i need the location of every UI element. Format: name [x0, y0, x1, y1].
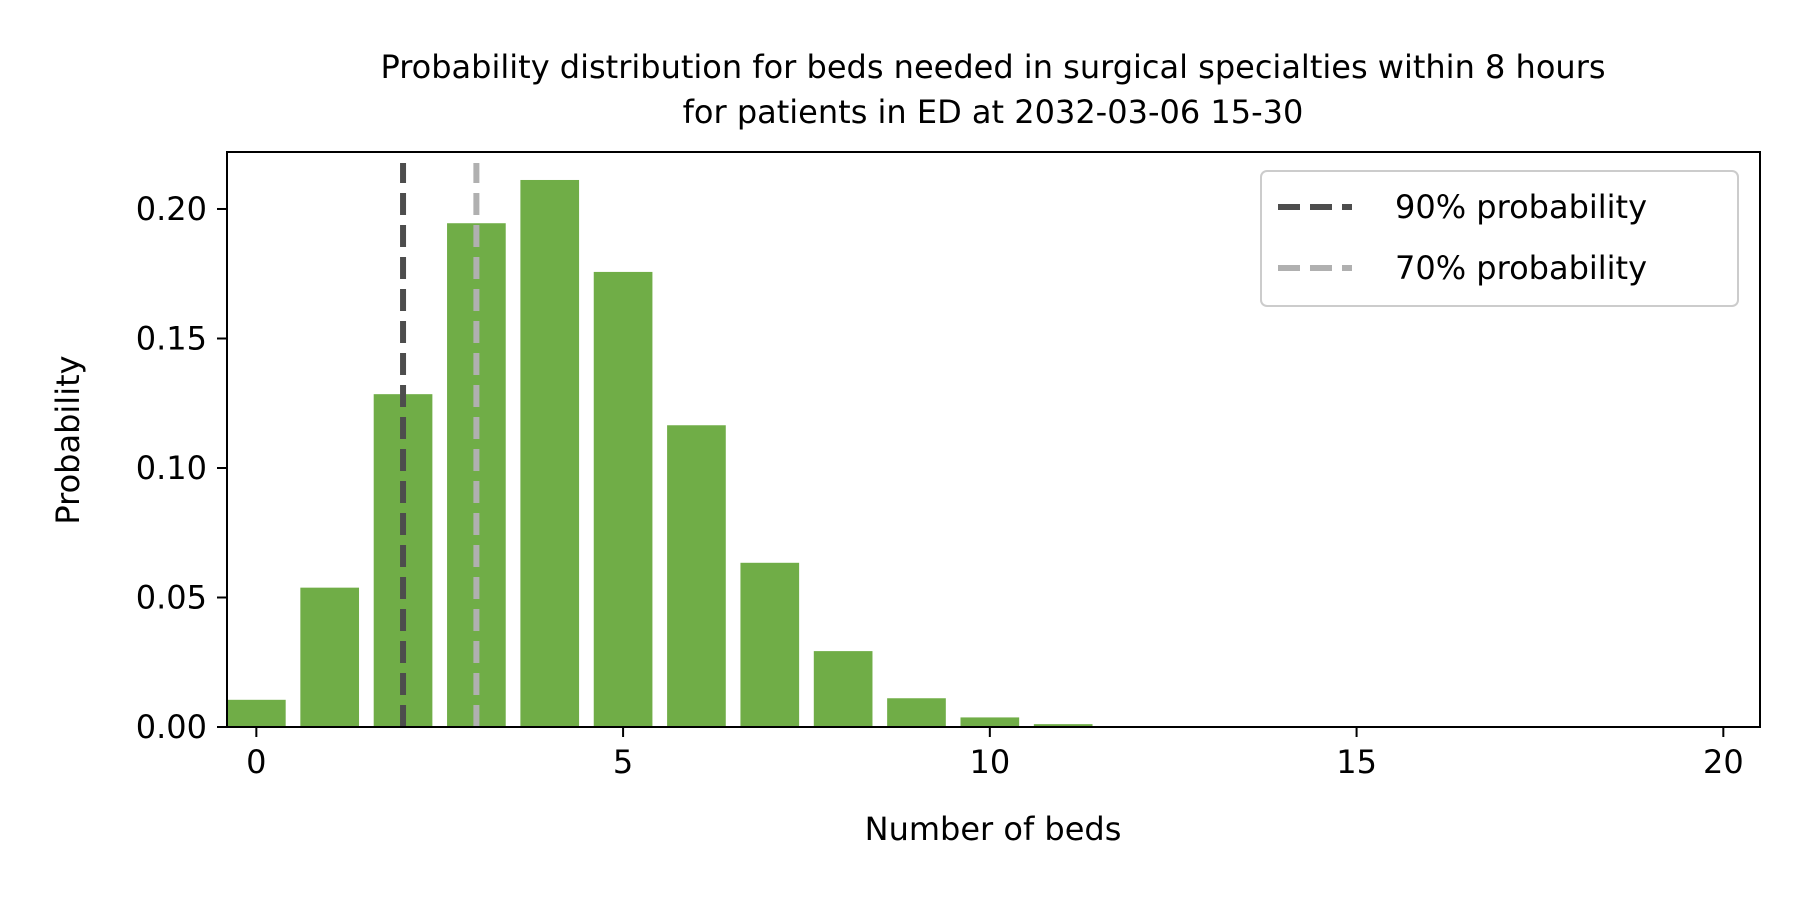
y-tick-label-0.05: 0.05 [136, 578, 207, 616]
legend-box [1260, 170, 1739, 307]
plot-frame [226, 151, 1761, 728]
y-tick-label-0.15: 0.15 [136, 319, 207, 357]
y-tick-label-0.20: 0.20 [136, 190, 207, 228]
bar-7 [740, 562, 800, 727]
y-axis-label: Probability [49, 355, 87, 524]
legend-label-70: 70% probability [1395, 249, 1647, 287]
bar-6 [667, 425, 726, 727]
bars-group [227, 179, 1240, 728]
x-tick-label-0: 0 [246, 743, 266, 781]
bar-9 [887, 698, 946, 727]
legend: 90% probability 70% probability [1260, 170, 1739, 307]
x-axis-label: Number of beds [865, 810, 1122, 848]
bar-4 [520, 179, 580, 728]
legend-label-90: 90% probability [1395, 188, 1647, 226]
x-tick-label-5: 5 [613, 743, 633, 781]
bar-10 [960, 717, 1020, 727]
bar-1 [300, 587, 360, 727]
chart-title-line2: for patients in ED at 2032-03-06 15-30 [683, 93, 1304, 131]
bar-0 [227, 699, 286, 727]
x-tick-label-15: 15 [1336, 743, 1377, 781]
bar-11 [1033, 724, 1093, 727]
y-tick-label-0.10: 0.10 [136, 449, 207, 487]
chart-title-line1: Probability distribution for beds needed… [380, 48, 1605, 86]
y-axis: 0.00 0.05 0.10 0.15 0.20 [136, 190, 227, 746]
x-axis: 0 5 10 15 20 [246, 727, 1744, 781]
y-tick-label-0.00: 0.00 [136, 708, 207, 746]
bar-5 [593, 271, 653, 727]
bar-8 [813, 651, 873, 727]
x-tick-label-20: 20 [1703, 743, 1744, 781]
x-tick-label-10: 10 [969, 743, 1010, 781]
